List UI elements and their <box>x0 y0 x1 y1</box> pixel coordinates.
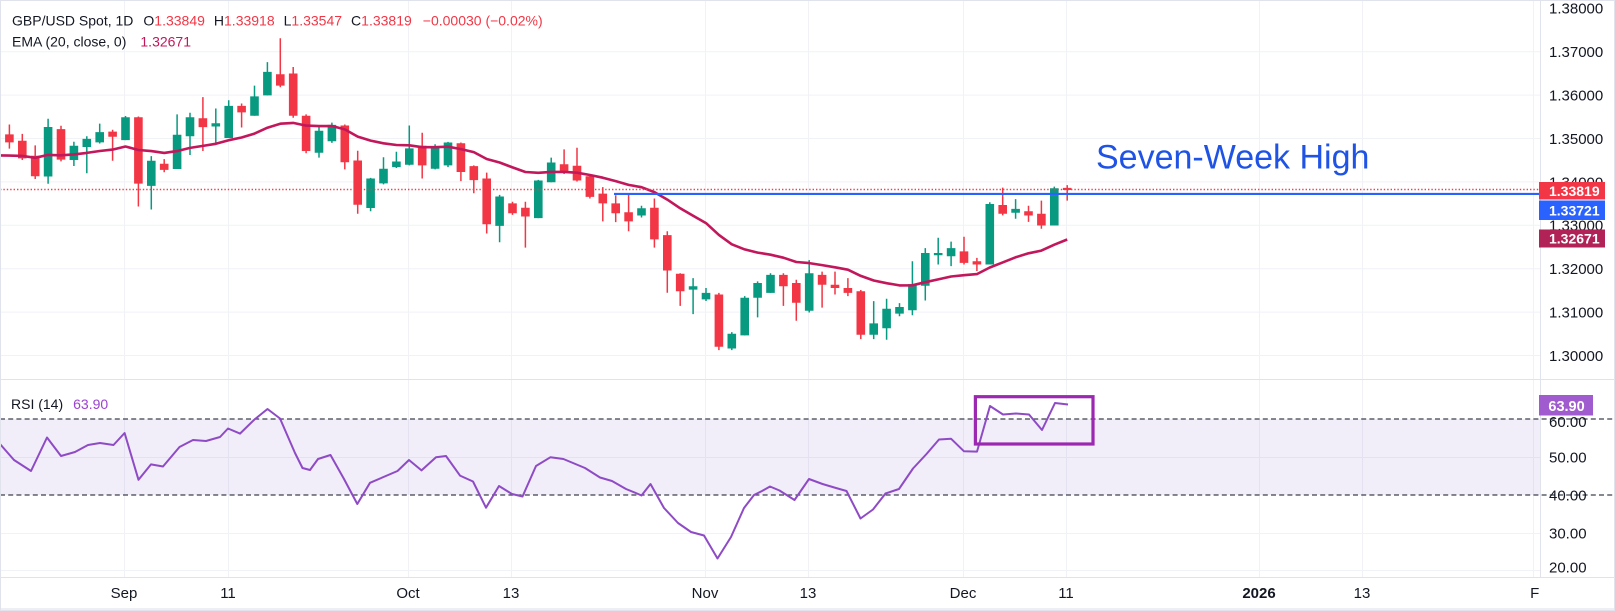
svg-text:1.35000: 1.35000 <box>1549 131 1603 148</box>
svg-text:1.32000: 1.32000 <box>1549 261 1603 278</box>
svg-text:60.00: 60.00 <box>1549 414 1587 431</box>
svg-text:Seven-Week High: Seven-Week High <box>1096 139 1369 177</box>
svg-text:11: 11 <box>1058 585 1074 602</box>
svg-text:13: 13 <box>800 585 817 602</box>
svg-text:1.33721: 1.33721 <box>1549 202 1600 218</box>
svg-text:13: 13 <box>1354 585 1371 602</box>
svg-text:Oct: Oct <box>396 585 420 602</box>
svg-text:20.00: 20.00 <box>1549 560 1587 577</box>
svg-text:1.36000: 1.36000 <box>1549 88 1603 105</box>
svg-text:1.38000: 1.38000 <box>1549 1 1603 18</box>
svg-text:Dec: Dec <box>950 585 977 602</box>
svg-text:50.00: 50.00 <box>1549 449 1587 466</box>
svg-text:Nov: Nov <box>692 585 719 602</box>
svg-text:Feb: Feb <box>1530 585 1556 602</box>
svg-text:40.00: 40.00 <box>1549 487 1587 504</box>
svg-text:Sep: Sep <box>111 585 138 602</box>
svg-text:1.31000: 1.31000 <box>1549 305 1603 322</box>
svg-text:EMA (20, close, 0)1.32671: EMA (20, close, 0) 1.32671 <box>12 34 191 50</box>
svg-text:30.00: 30.00 <box>1549 525 1587 542</box>
svg-text:1.32671: 1.32671 <box>1549 231 1600 247</box>
svg-text:2026: 2026 <box>1242 585 1275 602</box>
svg-text:63.90: 63.90 <box>1548 399 1584 415</box>
svg-text:11: 11 <box>220 585 236 602</box>
svg-text:13: 13 <box>503 585 520 602</box>
svg-text:1.33819: 1.33819 <box>1549 183 1600 199</box>
svg-text:1.30000: 1.30000 <box>1549 348 1603 365</box>
svg-text:RSI (14)63.90: RSI (14) 63.90 <box>11 396 108 412</box>
svg-text:1.37000: 1.37000 <box>1549 44 1603 61</box>
